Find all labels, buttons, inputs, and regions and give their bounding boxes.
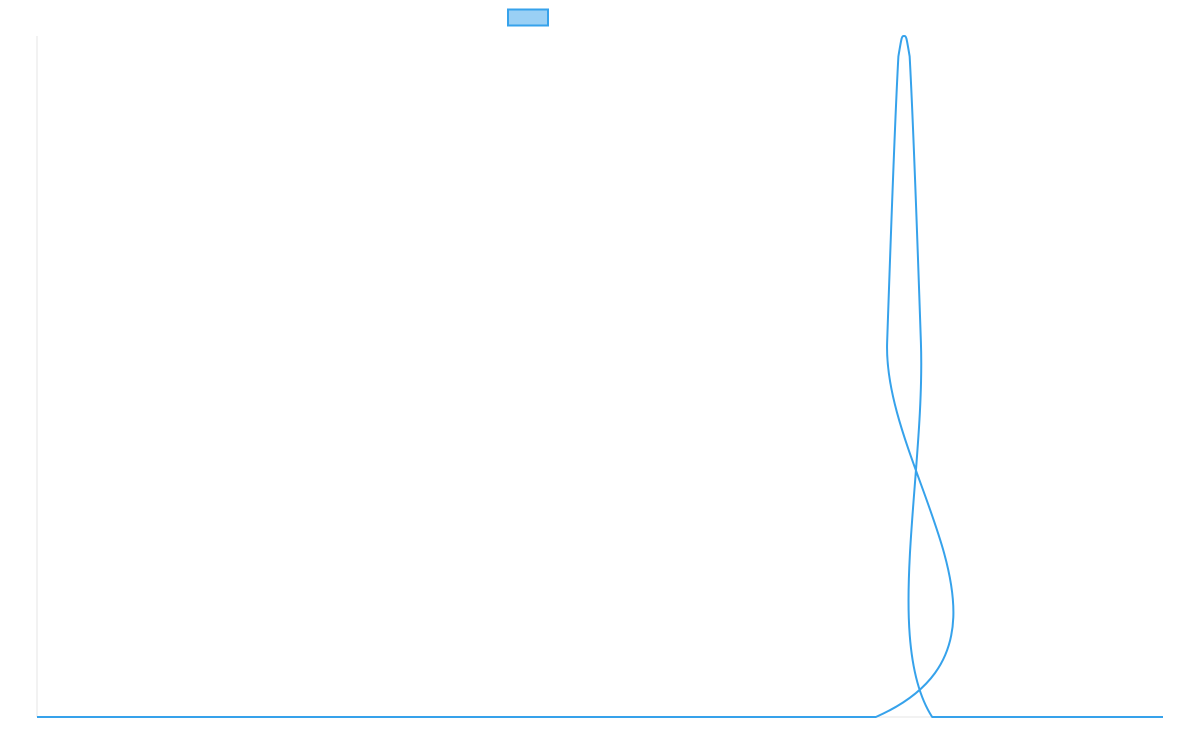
series-layer [36,35,1163,719]
legend[interactable] [507,8,549,27]
series-line-0 [36,35,1163,719]
axes [36,36,1163,718]
legend-swatch[interactable] [507,8,549,27]
